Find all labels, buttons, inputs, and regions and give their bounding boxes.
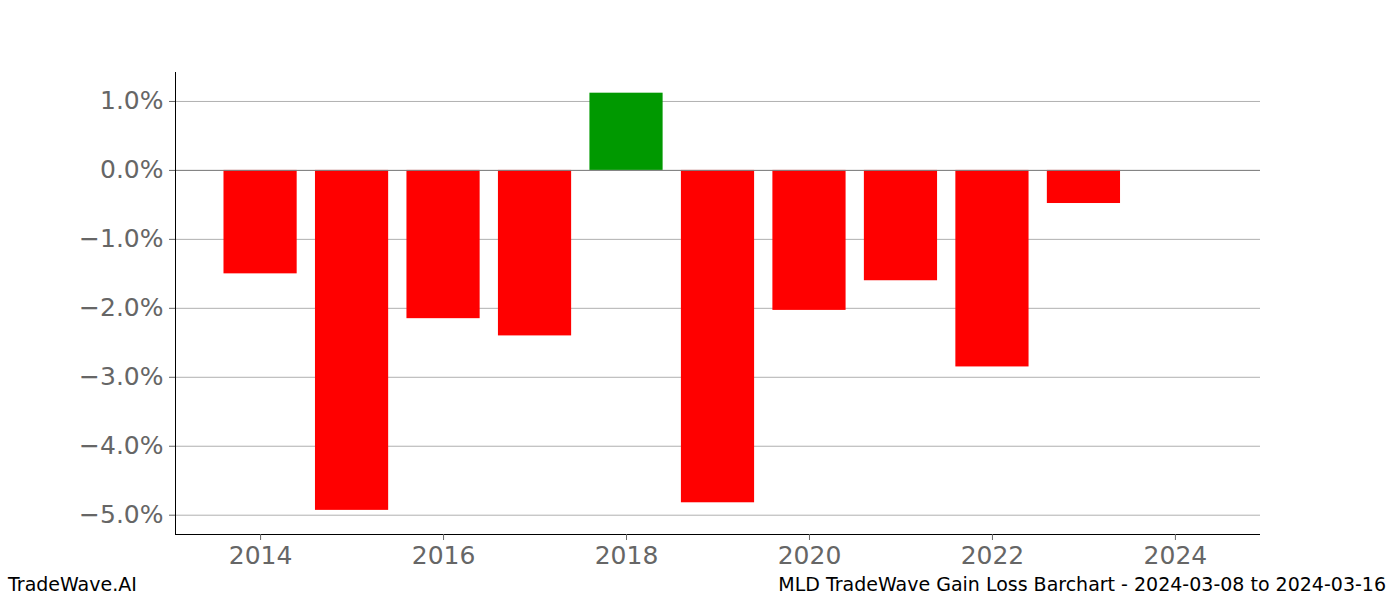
svg-text:2024: 2024	[1144, 541, 1208, 570]
svg-text:1.0%: 1.0%	[100, 86, 164, 115]
svg-text:2014: 2014	[229, 541, 293, 570]
svg-text:−5.0%: −5.0%	[79, 500, 163, 529]
svg-text:−1.0%: −1.0%	[79, 224, 163, 253]
svg-text:0.0%: 0.0%	[100, 155, 164, 184]
html-text:TradeWave.AI: TradeWave.AI	[8, 573, 137, 595]
svg-text:−2.0%: −2.0%	[79, 293, 163, 322]
svg-text:−4.0%: −4.0%	[79, 431, 163, 460]
svg-text:−3.0%: −3.0%	[79, 362, 163, 391]
svg-text:2016: 2016	[412, 541, 476, 570]
html-text:MLD TradeWave Gain Loss Barcha: MLD TradeWave Gain Loss Barchart - 2024-…	[778, 573, 1386, 595]
svg-text:2018: 2018	[595, 541, 659, 570]
svg-text:2022: 2022	[961, 541, 1025, 570]
svg-text:2020: 2020	[778, 541, 842, 570]
